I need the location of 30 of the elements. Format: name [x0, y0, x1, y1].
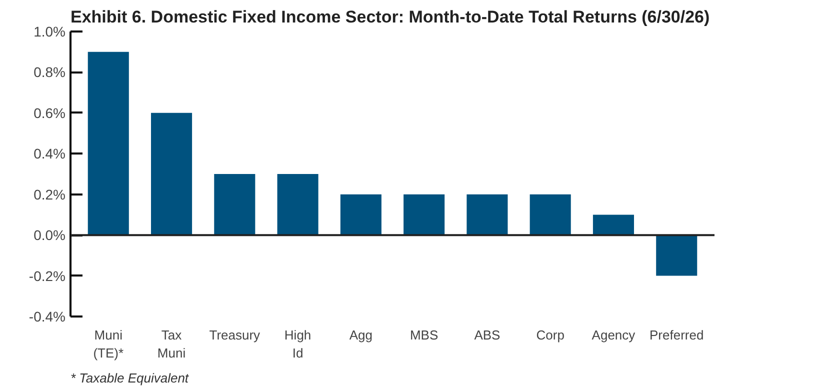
chart-title: Exhibit 6. Domestic Fixed Income Sector: Month-to-Date Total Returns (6/30/26)	[70, 8, 710, 26]
y-tick-label: 0.2%	[34, 186, 66, 202]
x-tick-label: MBS	[410, 328, 438, 342]
bar	[214, 174, 256, 236]
bar	[151, 112, 192, 236]
bar	[404, 194, 445, 236]
y-tick-label: -0.4%	[28, 308, 66, 324]
bar	[592, 214, 634, 236]
y-tick-label: 0.4%	[34, 146, 66, 162]
x-tick-label: Treasury	[209, 328, 261, 342]
bar	[530, 194, 571, 236]
x-tick-label: High Id	[284, 328, 312, 360]
bar	[656, 235, 698, 276]
bar	[88, 52, 129, 236]
y-tick-label: 0.8%	[34, 64, 66, 80]
y-tick-label: 1.0%	[34, 24, 66, 40]
x-tick-label: ABS	[474, 328, 501, 342]
x-tick-label: Agency	[592, 328, 636, 342]
y-tick-label: 0.6%	[34, 104, 66, 121]
x-tick-label: Corp	[536, 328, 564, 342]
x-tick-label: Tax Muni	[157, 328, 186, 360]
y-tick-label: -0.2%	[28, 268, 66, 284]
bar	[340, 194, 382, 236]
x-tick-label: Agg	[349, 328, 373, 342]
bar	[277, 174, 318, 236]
text: * Taxable Equivalent	[70, 370, 190, 386]
bar	[466, 194, 508, 236]
x-tick-label: Muni (TE)*	[93, 328, 124, 360]
y-tick-label: 0.0%	[34, 227, 66, 244]
x-tick-label: Preferred	[650, 328, 704, 342]
